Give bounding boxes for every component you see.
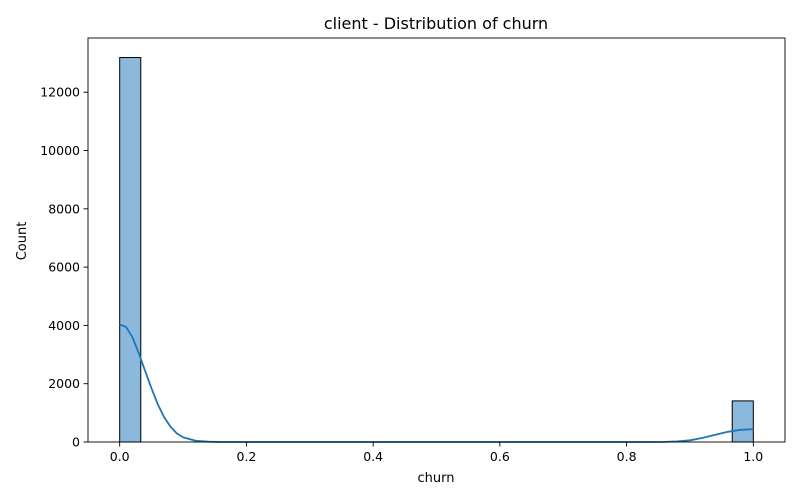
x-tick-label: 0.4 xyxy=(363,449,383,464)
y-tick-label: 4000 xyxy=(48,318,80,333)
y-tick-label: 6000 xyxy=(48,260,80,275)
y-tick-label: 12000 xyxy=(40,85,80,100)
histogram-bar-1 xyxy=(731,400,754,443)
x-tick-label: 1.0 xyxy=(743,449,763,464)
y-tick-label: 8000 xyxy=(48,201,80,216)
y-axis-label: Count xyxy=(15,222,30,261)
x-axis-label: churn xyxy=(418,471,455,486)
plot-frame xyxy=(87,37,786,443)
y-tick-label: 0 xyxy=(72,435,80,450)
y-axis: 0 2000 4000 6000 8000 10000 12000 xyxy=(40,85,88,450)
x-axis: 0.0 0.2 0.4 0.6 0.8 1.0 xyxy=(110,442,763,464)
chart-title: client - Distribution of churn xyxy=(324,14,548,33)
x-tick-label: 0.8 xyxy=(617,449,637,464)
x-tick-label: 0.6 xyxy=(490,449,510,464)
y-tick-label: 10000 xyxy=(40,143,80,158)
x-tick-label: 0.0 xyxy=(110,449,130,464)
histogram-bar-0 xyxy=(119,57,142,443)
x-tick-label: 0.2 xyxy=(236,449,256,464)
y-tick-label: 2000 xyxy=(48,376,80,391)
